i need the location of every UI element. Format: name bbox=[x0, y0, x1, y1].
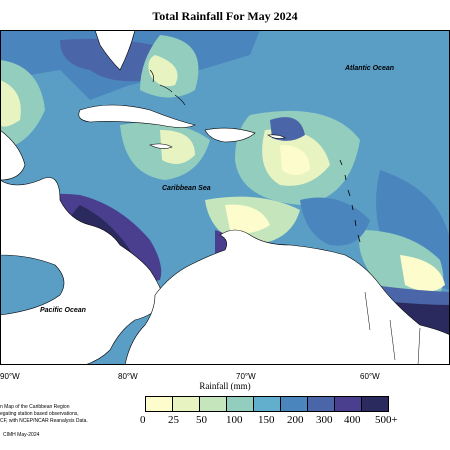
lon-label-70w: 70°W bbox=[236, 372, 256, 381]
lon-label-90w: 90°W bbox=[0, 372, 20, 381]
credit-text: CIMH May-2024 bbox=[3, 432, 40, 438]
tick-500-plus: 500+ bbox=[375, 414, 398, 426]
lon-label-60w: 60°W bbox=[360, 372, 380, 381]
tick-150: 150 bbox=[258, 414, 275, 426]
pacific-ocean-label: Pacific Ocean bbox=[40, 307, 86, 314]
atlantic-ocean-label: Atlantic Ocean bbox=[344, 65, 394, 72]
colorbar-swatch-4 bbox=[254, 397, 281, 411]
caribbean-sea-label: Caribbean Sea bbox=[162, 185, 211, 192]
colorbar-swatch-3 bbox=[227, 397, 254, 411]
tick-400: 400 bbox=[344, 414, 361, 426]
tick-50: 50 bbox=[196, 414, 207, 426]
colorbar-swatch-2 bbox=[200, 397, 227, 411]
map-title: Total Rainfall For May 2024 bbox=[152, 9, 298, 23]
note-line: n Map of the Caribbean Region bbox=[0, 404, 70, 410]
colorbar-swatch-5 bbox=[281, 397, 308, 411]
rainfall-map: Atlantic Ocean Caribbean Sea Pacific Oce… bbox=[0, 30, 450, 365]
colorbar-swatch-0 bbox=[146, 397, 173, 411]
tick-0: 0 bbox=[140, 414, 146, 426]
lon-label-80w: 80°W bbox=[118, 372, 138, 381]
colorbar-swatch-7 bbox=[335, 397, 362, 411]
tick-25: 25 bbox=[168, 414, 179, 426]
map-notes: n Map of the Caribbean Region egating st… bbox=[0, 404, 140, 425]
tick-200: 200 bbox=[287, 414, 304, 426]
note-line: CF, with NCEP/NCAR Reanalysis Data. bbox=[0, 418, 88, 424]
tick-100: 100 bbox=[226, 414, 243, 426]
colorbar-label: Rainfall (mm) bbox=[199, 381, 251, 391]
colorbar-swatch-6 bbox=[308, 397, 335, 411]
colorbar bbox=[145, 396, 389, 412]
tick-300: 300 bbox=[316, 414, 333, 426]
colorbar-swatch-1 bbox=[173, 397, 200, 411]
note-line: egating station based observations, bbox=[0, 411, 79, 417]
colorbar-swatch-8 bbox=[362, 397, 388, 411]
